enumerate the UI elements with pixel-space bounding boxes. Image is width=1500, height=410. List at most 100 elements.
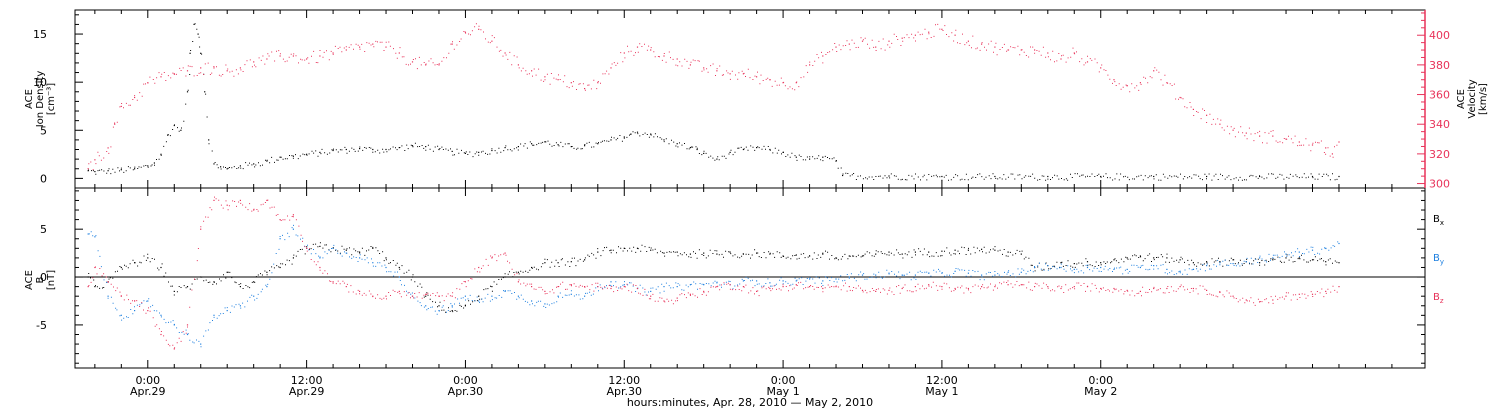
b-series-bx-point	[1298, 257, 1300, 259]
b-series-bz-point	[597, 286, 599, 288]
b-series-bz-point	[292, 214, 294, 216]
b-series-bz-point	[186, 324, 189, 326]
b-series-bz-point	[557, 286, 559, 288]
b-series-by-point	[954, 270, 956, 272]
b-series-bz-point	[160, 333, 162, 336]
velocity-series-point	[689, 64, 691, 66]
x-tick-time-label: 12:00	[291, 374, 323, 387]
velocity-series-point	[809, 64, 811, 66]
legend-bz: Bz	[1433, 292, 1444, 305]
b-series-by-point	[1113, 268, 1115, 270]
b-series-bz-point	[1153, 287, 1155, 290]
b-series-bx-point	[173, 290, 175, 292]
velocity-axis-label-line: ACE	[1456, 89, 1467, 109]
b-series-by-point	[504, 290, 506, 292]
b-series-bx-point	[1166, 257, 1168, 259]
b-series-bz-point	[332, 281, 334, 283]
velocity-series-point	[1047, 52, 1049, 54]
velocity-series-point	[663, 55, 665, 57]
density-series-point	[1259, 175, 1261, 178]
b-series-by-point	[372, 262, 374, 264]
density-series-point	[253, 163, 255, 165]
legend-subscript: x	[1440, 219, 1444, 227]
b-series-by-point	[359, 257, 361, 259]
b-series-bx-point	[266, 271, 268, 273]
b-series-bz-point	[1219, 291, 1221, 293]
b-series-bx-point	[438, 305, 440, 307]
b-series-bx-point	[875, 253, 877, 255]
b-series-bx-point	[570, 261, 572, 263]
b-series-by-point	[517, 295, 519, 297]
density-series-point	[451, 150, 453, 152]
b-series-by-point	[385, 266, 387, 269]
legend-by: By	[1433, 253, 1444, 266]
left-y-tick-label: 15	[33, 28, 47, 41]
b-series-bx-point	[544, 262, 546, 264]
b-series-bx-point	[676, 251, 678, 253]
b-series-bz-point	[1272, 299, 1274, 301]
b-series-by-point	[1047, 265, 1049, 267]
velocity-series-point	[94, 159, 96, 161]
b-series-by-trace	[88, 224, 1339, 348]
density-series-point	[134, 168, 136, 170]
velocity-series-point	[372, 43, 374, 45]
velocity-series-point	[134, 96, 136, 99]
b-series-by-point	[782, 280, 784, 282]
b-series-bx-point	[636, 247, 639, 249]
b-series-by-point	[1338, 242, 1340, 245]
velocity-series-point	[332, 52, 334, 54]
density-axis-label-line: [cm⁻³]	[46, 83, 57, 115]
velocity-series-point	[1298, 141, 1300, 143]
b-series-bx-point	[239, 286, 241, 288]
b-series-bx-point	[1007, 251, 1009, 253]
right-y-tick-label: 400	[1429, 29, 1450, 42]
density-series-point	[650, 133, 652, 135]
b-series-by-point	[1179, 270, 1181, 272]
b-series-bx-point	[822, 253, 824, 255]
b-series-bx-point	[584, 259, 586, 261]
velocity-series-point	[425, 64, 427, 66]
b-series-by-point	[200, 343, 202, 345]
density-series	[87, 23, 1340, 181]
density-series-point	[610, 139, 612, 141]
b-series-bx-point	[1073, 263, 1075, 265]
b-series-bz-point	[226, 204, 228, 206]
density-series-point	[1047, 175, 1049, 178]
b-series-by-point	[398, 276, 400, 278]
density-series-point	[292, 155, 294, 157]
b-series-bx-point	[703, 252, 705, 254]
x-tick-date-label: Apr.29	[130, 385, 166, 398]
b-series-bz-point	[504, 252, 506, 254]
b-series-bx-point	[385, 257, 387, 259]
b-series-bz-point	[663, 300, 665, 302]
velocity-series-point	[292, 55, 294, 57]
density-series-point	[742, 148, 744, 151]
density-series-point	[266, 160, 268, 162]
right-y-tick-label: 380	[1429, 59, 1450, 72]
b-series-bx-trace	[88, 242, 1338, 313]
b-series-by-point	[875, 274, 877, 276]
b-series-by-point	[1020, 271, 1022, 273]
density-series-point	[769, 148, 771, 151]
b-series-bz-point	[636, 287, 639, 290]
density-axis-label-line: ACE	[24, 89, 35, 109]
density-series-point	[425, 146, 427, 148]
velocity-series-point	[385, 46, 387, 48]
density-series-point	[941, 175, 943, 178]
b-series-bx-point	[848, 255, 850, 257]
velocity-series-point	[173, 73, 175, 75]
b-series-by-point	[1245, 261, 1247, 263]
b-series-by-point	[795, 280, 797, 282]
density-series-point	[239, 165, 241, 167]
b-series-bz-point	[941, 286, 943, 288]
density-series-point	[696, 148, 698, 151]
velocity-series-point	[1192, 108, 1194, 110]
velocity-series-point	[861, 40, 864, 42]
b-series-bz-point	[928, 284, 930, 286]
density-series-point	[213, 163, 215, 165]
density-series-point	[1206, 175, 1208, 178]
density-series-point	[385, 148, 387, 151]
b-series-bz-point	[478, 266, 480, 269]
legend-base: B	[1433, 292, 1440, 303]
b-series-by-point	[822, 280, 824, 282]
